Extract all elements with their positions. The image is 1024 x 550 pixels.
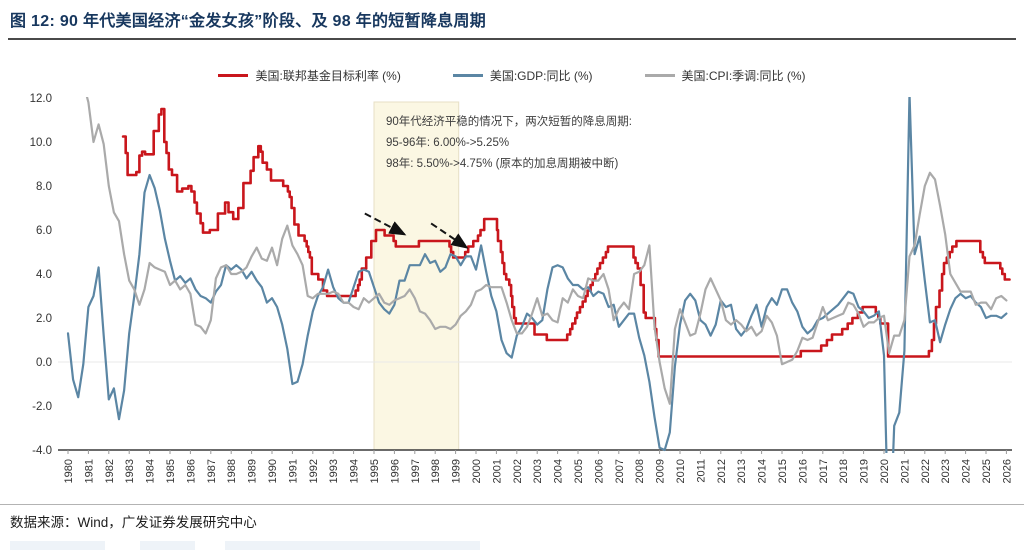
y-tick-label: 10.0 xyxy=(30,137,52,149)
x-tick-label: 1995 xyxy=(369,459,381,483)
cpi-line-swatch xyxy=(644,74,675,77)
series-line xyxy=(85,97,1008,405)
title-divider xyxy=(8,38,1016,40)
x-tick-label: 2023 xyxy=(940,459,952,483)
x-tick-label: 2016 xyxy=(797,459,809,483)
x-tick-label: 2000 xyxy=(471,459,483,483)
x-tick-label: 1992 xyxy=(308,459,320,483)
x-tick-label: 2005 xyxy=(573,459,585,483)
y-tick-label: 2.0 xyxy=(36,313,52,325)
chart-legend: 美国:联邦基金目标利率 (%) 美国:GDP:同比 (%) 美国:CPI:季调:… xyxy=(0,67,1024,84)
footer-divider xyxy=(0,504,1024,505)
x-tick-label: 2007 xyxy=(614,459,626,483)
x-tick-label: 2006 xyxy=(593,459,605,483)
x-tick-label: 2003 xyxy=(532,459,544,483)
x-tick-label: 2017 xyxy=(818,459,830,483)
x-tick-label: 2021 xyxy=(899,459,911,483)
y-tick-label: 12.0 xyxy=(30,93,52,105)
y-tick-label: -4.0 xyxy=(32,445,52,457)
x-tick-label: 1987 xyxy=(206,459,218,483)
x-tick-label: 2025 xyxy=(981,459,993,483)
y-tick-label: 8.0 xyxy=(36,181,52,193)
x-tick-label: 2026 xyxy=(1001,459,1013,483)
y-tick-label: 0.0 xyxy=(36,357,52,369)
x-tick-label: 2019 xyxy=(859,459,871,483)
legend-label-fed-funds: 美国:联邦基金目标利率 (%) xyxy=(255,69,401,83)
x-tick-label: 1998 xyxy=(430,459,442,483)
x-tick-label: 2024 xyxy=(961,459,973,483)
x-tick-label: 2011 xyxy=(695,459,707,483)
x-tick-label: 2018 xyxy=(838,459,850,483)
x-tick-label: 1994 xyxy=(349,459,361,483)
legend-label-gdp: 美国:GDP:同比 (%) xyxy=(489,69,593,83)
annotation-arrow xyxy=(430,222,469,249)
x-tick-label: 2022 xyxy=(920,459,932,483)
data-source: 数据来源：Wind，广发证券发展研究中心 xyxy=(10,515,257,530)
x-tick-label: 1990 xyxy=(267,459,279,483)
y-tick-label: 6.0 xyxy=(36,225,52,237)
x-tick-label: 2010 xyxy=(675,459,687,483)
legend-item-cpi: 美国:CPI:季调:同比 (%) xyxy=(644,67,806,84)
series-line xyxy=(66,97,1008,453)
x-tick-label: 2015 xyxy=(777,459,789,483)
figure-title: 图 12: 90 年代美国经济“金发女孩”阶段、及 98 年的短暂降息周期 xyxy=(10,13,487,30)
x-tick-label: 1986 xyxy=(185,459,197,483)
series-line xyxy=(121,107,1011,358)
x-tick-label: 2008 xyxy=(634,459,646,483)
legend-item-fed-funds: 美国:联邦基金目标利率 (%) xyxy=(218,67,401,84)
x-tick-label: 2001 xyxy=(491,459,503,483)
x-tick-label: 1999 xyxy=(451,459,463,483)
y-tick-label: -2.0 xyxy=(32,401,52,413)
x-tick-label: 2013 xyxy=(736,459,748,483)
x-tick-label: 2012 xyxy=(716,459,728,483)
x-tick-label: 1980 xyxy=(63,459,75,483)
x-tick-label: 2004 xyxy=(553,459,565,483)
x-tick-label: 1981 xyxy=(83,459,95,483)
x-tick-label: 1991 xyxy=(287,459,299,483)
x-tick-label: 1997 xyxy=(410,459,422,483)
x-tick-label: 1984 xyxy=(145,459,157,483)
annotation-line-3: 98年: 5.50%->4.75% (原本的加息周期被中断) xyxy=(386,158,619,170)
x-tick-label: 1983 xyxy=(124,459,136,483)
x-tick-label: 1996 xyxy=(389,459,401,483)
legend-label-cpi: 美国:CPI:季调:同比 (%) xyxy=(681,69,806,83)
x-tick-label: 2020 xyxy=(879,459,891,483)
legend-item-gdp: 美国:GDP:同比 (%) xyxy=(452,67,593,84)
x-tick-label: 2014 xyxy=(757,459,769,483)
y-tick-label: 4.0 xyxy=(36,269,52,281)
annotation-line-1: 90年代经济平稳的情况下，两次短暂的降息周期: xyxy=(386,116,632,128)
annotation-line-2: 95-96年: 6.00%->5.25% xyxy=(386,137,510,149)
x-tick-label: 1988 xyxy=(226,459,238,483)
x-tick-label: 1993 xyxy=(328,459,340,483)
x-tick-label: 2002 xyxy=(512,459,524,483)
x-tick-label: 1982 xyxy=(104,459,116,483)
x-tick-label: 1985 xyxy=(165,459,177,483)
cropped-next-row-remnant xyxy=(10,541,510,550)
fed-funds-line-swatch xyxy=(218,74,249,77)
gdp-line-swatch xyxy=(452,74,483,77)
x-tick-label: 1989 xyxy=(247,459,259,483)
x-tick-label: 2009 xyxy=(655,459,667,483)
annotation-arrow xyxy=(364,212,407,236)
annotation-box: 90年代经济平稳的情况下，两次短暂的降息周期: 95-96年: 6.00%->5… xyxy=(386,112,632,175)
